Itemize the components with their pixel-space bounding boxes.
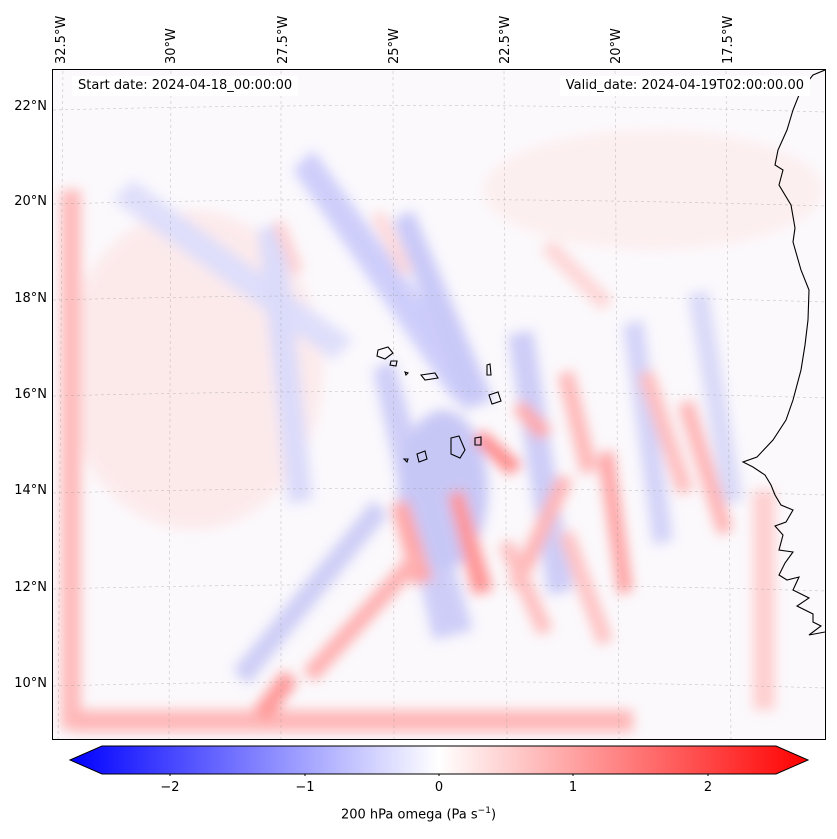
lat-label-18n: 18°N: [14, 291, 47, 306]
colorbar-tick-0: 0: [434, 780, 444, 795]
lat-label-16n: 16°N: [14, 387, 47, 402]
colorbar-tick-minus1: −1: [295, 780, 315, 795]
omega-field-map: [53, 70, 825, 739]
lat-label-14n: 14°N: [14, 483, 47, 498]
colorbar-label-sup: −1: [477, 806, 491, 816]
maio-island: [474, 436, 482, 446]
sao-vicente-island: [389, 360, 398, 367]
colorbar-label: 200 hPa omega (Pa s−1): [0, 806, 837, 822]
africa-coastline: [741, 70, 825, 636]
colorbar: [68, 745, 810, 776]
fogo-island: [416, 450, 428, 463]
colorbar-tick-minus2: −2: [160, 780, 180, 795]
sal-island: [486, 363, 492, 376]
lon-label-20w: 20°W: [609, 28, 624, 64]
lon-label-27-5w: 27.5°W: [276, 15, 291, 64]
lon-label-30w: 30°W: [164, 28, 179, 64]
colorbar-body: [68, 745, 810, 775]
lat-label-20n: 20°N: [14, 194, 47, 209]
lon-label-32-5w: 32.5°W: [54, 15, 69, 64]
lon-label-25w: 25°W: [387, 28, 402, 64]
lat-label-12n: 12°N: [14, 580, 47, 595]
santiago-island: [450, 435, 466, 459]
colorbar-tick-1: 1: [568, 780, 578, 795]
boa-vista-island: [488, 391, 502, 405]
lat-label-22n: 22°N: [14, 99, 47, 114]
santa-luzia-island: [404, 371, 410, 377]
colorbar-tick-2: 2: [703, 780, 713, 795]
coastlines: [376, 70, 825, 636]
colorbar-tick-marks: [169, 774, 709, 776]
lat-label-10n: 10°N: [14, 676, 47, 691]
santo-antao-island: [376, 346, 394, 360]
lon-label-17-5w: 17.5°W: [721, 15, 736, 64]
start-date-label: Start date: 2024-04-18_00:00:00: [72, 76, 299, 96]
map-gridlines: [53, 70, 825, 739]
lon-label-22-5w: 22.5°W: [498, 15, 513, 64]
map-panel: [52, 69, 826, 740]
sao-nicolau-island: [419, 372, 439, 381]
colorbar-label-close: ): [490, 807, 497, 823]
colorbar-label-main: 200 hPa omega (Pa s: [340, 807, 478, 823]
brava-island: [402, 458, 409, 464]
valid-date-label: Valid_date: 2024-04-19T02:00:00.00: [559, 76, 810, 96]
omega-shading: [61, 130, 823, 732]
